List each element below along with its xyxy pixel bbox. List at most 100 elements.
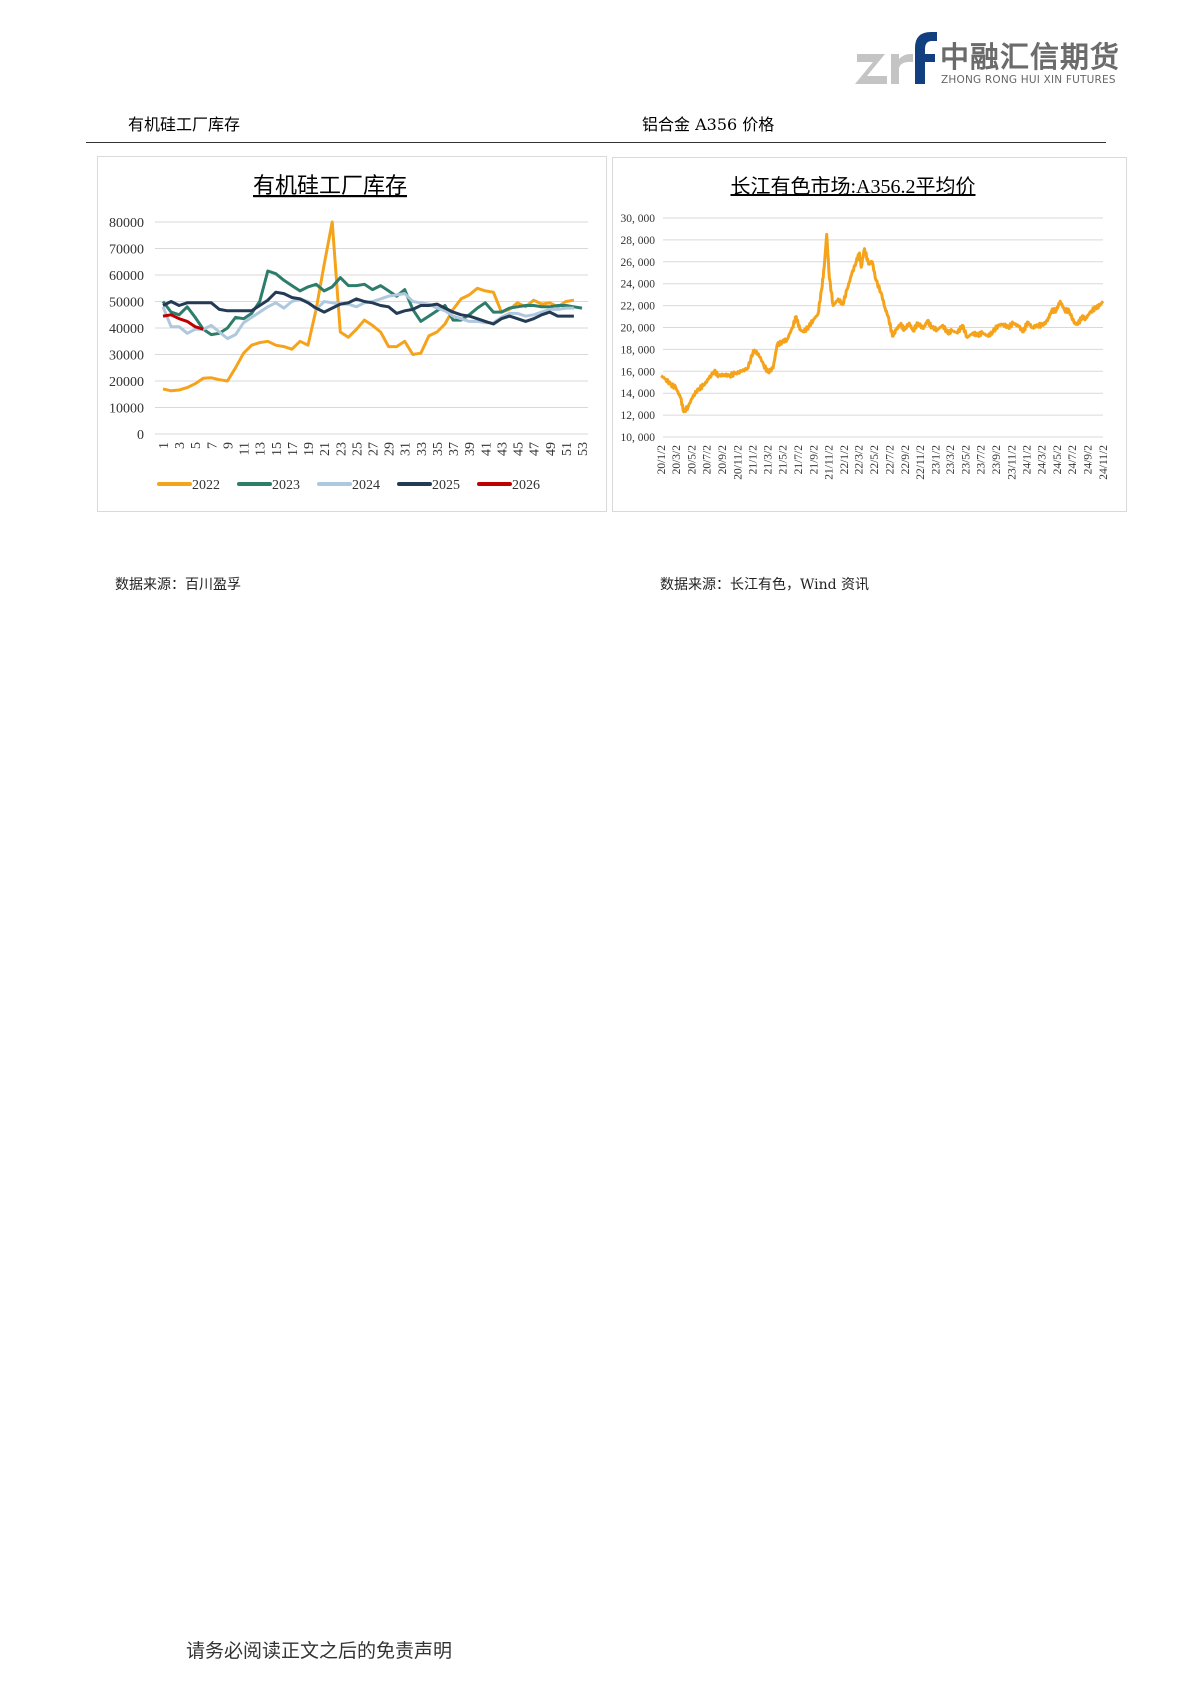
x-tick-label: 24/9/2	[1083, 445, 1095, 475]
y-tick-label: 16, 000	[621, 366, 656, 378]
y-tick-label: 40000	[109, 322, 144, 337]
legend-label: 2022	[192, 478, 220, 493]
chart-title: 长江有色市场:A356.2平均价	[731, 175, 976, 198]
x-tick-label: 20/1/2	[656, 445, 668, 475]
y-tick-label: 30000	[109, 349, 144, 364]
price-series-line	[660, 232, 1105, 414]
x-tick-label: 24/5/2	[1052, 445, 1064, 475]
x-tick-label: 1	[157, 442, 172, 449]
x-tick-label: 17	[286, 442, 301, 456]
y-tick-label: 10000	[109, 402, 144, 417]
y-tick-label: 22, 000	[621, 301, 656, 313]
x-tick-label: 45	[512, 442, 527, 456]
silicone-inventory-chart-svg: 有机硅工厂库存 0 10000 20000 30000 40000 50000 60000 70…	[109, 173, 591, 493]
y-tick-label: 18, 000	[621, 344, 656, 356]
x-tick-label: 21/1/2	[748, 445, 760, 475]
legend-label: 2024	[352, 478, 380, 493]
x-tick-label: 51	[560, 442, 575, 456]
x-tick-label: 23/7/2	[976, 445, 988, 475]
x-tick-label: 11	[238, 442, 253, 455]
x-tick-label: 13	[254, 442, 269, 456]
silicone-inventory-chart: 有机硅工厂库存 0 10000 20000 30000 40000 50000 60000 70…	[97, 156, 607, 512]
a356-price-chart-svg: 长江有色市场:A356.2平均价 10, 000 12, 000 14, 000 16,…	[621, 175, 1111, 480]
y-tick-label: 10, 000	[621, 432, 656, 444]
x-tick-label: 20/9/2	[717, 445, 729, 475]
y-tick-label: 20000	[109, 375, 144, 390]
legend-label: 2025	[432, 478, 460, 493]
x-tick-label: 24/11/2	[1098, 445, 1110, 480]
left-data-source: 数据来源：百川盈孚	[115, 577, 241, 593]
x-tick-label: 22/3/2	[854, 445, 866, 475]
x-tick-label: 23/9/2	[991, 445, 1003, 475]
y-tick-label: 12, 000	[621, 410, 656, 422]
x-tick-label: 37	[447, 442, 462, 456]
x-tick-label: 24/7/2	[1067, 445, 1079, 475]
x-tick-label: 22/9/2	[900, 445, 912, 475]
x-tick-label: 21/3/2	[762, 445, 774, 475]
x-tick-label: 23	[334, 442, 349, 456]
x-tick-label: 23/1/2	[930, 445, 942, 475]
x-tick-label: 22/5/2	[869, 445, 881, 475]
x-tick-label: 25	[350, 442, 365, 456]
x-tick-label: 39	[463, 442, 478, 456]
x-tick-label: 22/1/2	[839, 445, 851, 475]
x-tick-label: 20/5/2	[686, 445, 698, 475]
x-tick-label: 21/11/2	[824, 445, 836, 480]
x-tick-label: 49	[544, 442, 559, 456]
x-tick-label: 21/9/2	[808, 445, 820, 475]
x-tick-label: 5	[189, 442, 204, 449]
x-tick-label: 21/7/2	[793, 445, 805, 475]
y-tick-label: 0	[137, 428, 144, 443]
x-tick-label: 43	[495, 442, 510, 456]
x-tick-label: 41	[479, 442, 494, 456]
x-tick-label: 22/7/2	[884, 445, 896, 475]
legend-label: 2026	[512, 478, 540, 493]
disclaimer-footer: 请务必阅读正文之后的免责声明	[186, 1640, 453, 1662]
a356-price-chart: 长江有色市场:A356.2平均价 10, 000 12, 000 14, 000 16,…	[612, 157, 1127, 512]
x-tick-label: 20/11/2	[732, 445, 744, 480]
y-tick-label: 70000	[109, 243, 144, 258]
x-tick-label: 21/5/2	[778, 445, 790, 475]
y-tick-label: 60000	[109, 269, 144, 284]
y-tick-label: 26, 000	[621, 257, 656, 269]
company-logo: 中融汇信期货 ZHONG RONG HUI XIN FUTURES	[855, 28, 1119, 90]
x-tick-label: 29	[383, 442, 398, 456]
x-tick-label: 23/11/2	[1006, 445, 1018, 480]
chart-title: 有机硅工厂库存	[253, 173, 407, 198]
x-tick-label: 21	[318, 442, 333, 456]
x-tick-label: 3	[173, 442, 188, 449]
x-tick-label: 31	[399, 442, 414, 456]
x-tick-label: 24/3/2	[1037, 445, 1049, 475]
y-tick-label: 28, 000	[621, 235, 656, 247]
x-tick-label: 24/1/2	[1022, 445, 1034, 475]
x-tick-label: 23/3/2	[945, 445, 957, 475]
x-tick-label: 15	[270, 442, 285, 456]
legend-label: 2023	[272, 478, 300, 493]
y-tick-label: 80000	[109, 216, 144, 231]
left-section-title: 有机硅工厂库存	[128, 115, 241, 134]
x-tick-label: 23/5/2	[960, 445, 972, 475]
header-divider	[86, 142, 1106, 143]
y-tick-label: 30, 000	[621, 213, 656, 225]
y-tick-label: 50000	[109, 296, 144, 311]
logo-chinese-name: 中融汇信期货	[940, 40, 1121, 74]
right-section-title: 铝合金 A356 价格	[642, 115, 775, 134]
x-tick-label: 20/3/2	[671, 445, 683, 475]
x-tick-label: 33	[415, 442, 430, 456]
y-tick-label: 20, 000	[621, 323, 656, 335]
x-tick-label: 35	[431, 442, 446, 456]
x-tick-label: 7	[205, 442, 220, 449]
series-line-2025	[162, 290, 574, 326]
series-line-2026	[162, 313, 204, 331]
y-tick-label: 14, 000	[621, 388, 656, 400]
x-tick-label: 27	[367, 442, 382, 456]
right-data-source: 数据来源：长江有色，Wind 资讯	[660, 577, 870, 593]
y-tick-label: 24, 000	[621, 279, 656, 291]
x-tick-label: 19	[302, 442, 317, 456]
x-tick-label: 53	[576, 442, 591, 456]
x-tick-label: 22/11/2	[915, 445, 927, 480]
zrf-logo-mark-icon	[855, 32, 937, 84]
x-tick-label: 20/7/2	[702, 445, 714, 475]
logo-english-name: ZHONG RONG HUI XIN FUTURES	[941, 74, 1116, 86]
x-tick-label: 47	[528, 442, 543, 456]
